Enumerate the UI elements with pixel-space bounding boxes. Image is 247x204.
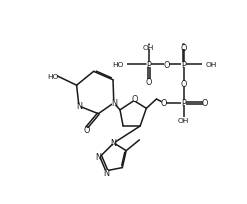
Text: O: O <box>180 80 187 89</box>
Bar <box>85 128 89 133</box>
Bar <box>182 45 185 50</box>
Text: OH: OH <box>206 62 217 68</box>
Bar <box>112 101 116 106</box>
Bar <box>49 74 56 79</box>
Bar <box>77 104 81 109</box>
Text: O: O <box>202 99 208 108</box>
Text: O: O <box>163 61 170 70</box>
Bar <box>203 63 209 68</box>
Bar <box>182 82 185 87</box>
Text: HO: HO <box>47 74 58 80</box>
Text: HO: HO <box>112 62 124 68</box>
Text: O: O <box>83 126 90 135</box>
Text: O: O <box>180 43 187 52</box>
Bar <box>147 79 151 84</box>
Bar <box>147 63 151 68</box>
Bar <box>145 45 152 50</box>
Text: O: O <box>161 99 167 108</box>
Bar <box>120 63 127 68</box>
Text: N: N <box>111 99 117 108</box>
Text: P: P <box>146 61 151 70</box>
Bar <box>111 140 116 145</box>
Text: OH: OH <box>178 117 189 123</box>
Bar <box>182 63 185 68</box>
Text: N: N <box>95 152 101 161</box>
Bar <box>96 154 100 159</box>
Text: P: P <box>181 61 186 70</box>
Text: N: N <box>110 138 116 147</box>
Text: N: N <box>103 169 109 177</box>
Bar <box>104 171 108 175</box>
Bar <box>203 101 207 106</box>
Text: P: P <box>181 99 186 108</box>
Text: OH: OH <box>143 45 154 51</box>
Bar <box>180 118 187 123</box>
Text: O: O <box>145 77 152 86</box>
Bar <box>133 96 137 101</box>
Bar <box>182 101 185 106</box>
Bar <box>162 101 166 106</box>
Text: N: N <box>76 102 82 111</box>
Bar <box>165 63 168 68</box>
Text: O: O <box>132 94 138 103</box>
